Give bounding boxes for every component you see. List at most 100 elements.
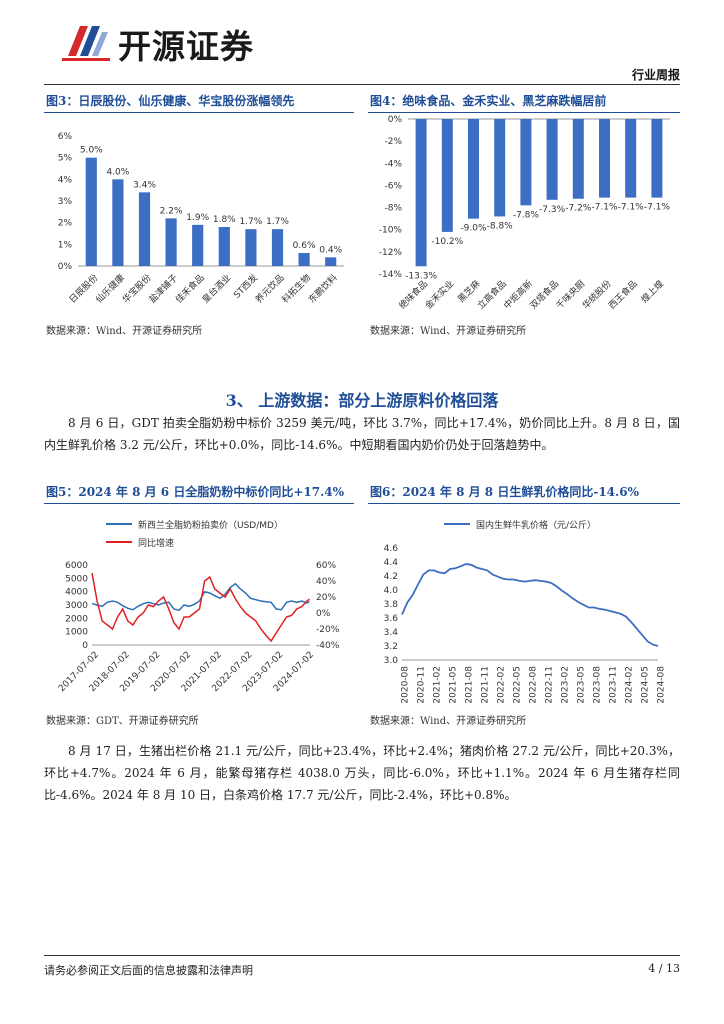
fig3-data-label: 0.6%	[293, 241, 316, 251]
fig3-title-rule	[44, 112, 354, 113]
fig3-bar	[85, 157, 97, 266]
fig6-series-line	[401, 563, 659, 647]
fig3-bar	[245, 229, 257, 266]
fig4-bar	[415, 119, 427, 267]
fig3-bar	[138, 192, 151, 266]
fig5-y-left-tick-label: 4000	[65, 588, 88, 598]
fig6-y-tick-label: 4.4	[384, 558, 399, 568]
fig6-x-tick-label: 2024-02	[625, 666, 635, 704]
fig4-bar	[598, 119, 611, 198]
fig6-x-tick-label: 2023-02	[561, 666, 571, 704]
fig5-chart: 新西兰全脂奶粉拍卖价（USD/MD） 同比增速 0 1000 2000 3000 4000 5…	[57, 519, 340, 694]
fig3-chart: 0%1%2%3%4%5%6%5.0%日辰股份4.0%仙乐健康3.4%华宝股份2.…	[58, 132, 344, 306]
fig5-y-left-tick-label: 1000	[65, 628, 88, 638]
fig3-y-tick-label: 4%	[58, 175, 73, 185]
section-title: 3、 上游数据：部分上游原料价格回落	[225, 391, 499, 410]
fig5-source: 数据来源：GDT、开源证券研究所	[46, 716, 199, 727]
fig4-bar	[546, 119, 558, 200]
fig5-y-right-tick-label: 20%	[316, 593, 336, 603]
paragraph-dairy-text: 8 月 6 日，GDT 拍卖全脂奶粉中标价 3259 美元/吨，环比 3.7%，…	[44, 416, 680, 452]
fig6-y-tick-label: 4.0	[384, 586, 399, 596]
fig6-x-tick-label: 2024-08	[657, 666, 667, 704]
fig5-title: 图5：2024 年 8 月 6 日全脂奶粉中标价同比+17.4%	[46, 485, 345, 499]
fig6-title: 图6：2024 年 8 月 8 日生鲜乳价格同比-14.6%	[370, 485, 639, 499]
fig6-y-tick-label: 3.0	[384, 656, 399, 666]
fig6-chart: 国内生鲜牛乳价格（元/公斤） 3.0 3.2 3.4 3.6 3.8 4.0 4.2 4.4 4.…	[384, 519, 667, 704]
fig3-y-tick-label: 2%	[58, 219, 73, 229]
fig4-x-tick-label: 煌上煌	[638, 278, 666, 306]
fig5-y-left-tick-label: 3000	[65, 601, 88, 611]
fig4-bar	[625, 119, 637, 198]
fig6-x-tick-label: 2022-11	[545, 666, 555, 704]
fig5-y-right-tick-label: -20%	[316, 625, 340, 635]
fig3-x-tick-label: 皇台酒业	[199, 272, 233, 306]
fig6-x-tick-label: 2020-08	[401, 666, 411, 704]
fig5-legend-label: 新西兰全脂奶粉拍卖价（USD/MD）	[138, 519, 283, 531]
fig3-bar	[165, 218, 177, 266]
fig4-y-tick-label: -14%	[379, 270, 403, 280]
fig6-y-tick-label: 4.2	[384, 572, 398, 582]
fig4-title: 图4：绝味食品、金禾实业、黑芝麻跌幅居前	[370, 94, 607, 108]
fig6-x-tick-label: 2022-05	[513, 666, 523, 704]
fig3-data-label: 1.8%	[213, 215, 236, 225]
fig6-x-tick-label: 2021-02	[433, 666, 443, 704]
fig4-data-label: -13.3%	[405, 271, 437, 281]
page-number: 4 / 13	[648, 962, 680, 975]
paragraph-livestock: 8 月 17 日，生猪出栏价格 21.1 元/公斤，同比+23.4%，环比+2.…	[44, 740, 680, 806]
fig6-title-rule	[368, 503, 680, 504]
fig3-data-label: 4.0%	[106, 167, 129, 177]
fig6-x-tick-label: 2023-08	[593, 666, 603, 704]
fig5-y-left-tick-label: 6000	[65, 561, 88, 571]
fig3-y-tick-label: 5%	[58, 154, 73, 164]
fig5-y-right-tick-label: 0%	[316, 609, 331, 619]
fig6-x-tick-label: 2021-08	[465, 666, 475, 704]
footer-rule	[44, 955, 680, 956]
fig4-data-label: -10.2%	[431, 237, 463, 247]
fig4-data-label: -7.1%	[644, 203, 671, 213]
fig3-y-tick-label: 6%	[58, 132, 73, 142]
fig6-legend-label: 国内生鲜牛乳价格（元/公斤）	[476, 519, 596, 531]
fig6-y-tick-label: 3.8	[384, 600, 399, 610]
fig3-y-tick-label: 1%	[58, 240, 73, 250]
fig4-bar	[441, 119, 453, 232]
fig5-y-right-tick-label: -40%	[316, 641, 340, 651]
paragraph-livestock-text: 8 月 17 日，生猪出栏价格 21.1 元/公斤，同比+23.4%，环比+2.…	[44, 744, 680, 802]
fig4-y-tick-label: 0%	[388, 115, 403, 125]
fig6-x-tick-label: 2024-05	[641, 666, 651, 704]
fig3-bar	[325, 257, 337, 266]
fig3-bar	[271, 229, 284, 266]
footer-disclaimer: 请务必参阅正文后面的信息披露和法律声明	[44, 964, 253, 977]
company-logo-icon	[62, 26, 110, 61]
fig4-data-label: -7.2%	[565, 204, 592, 214]
fig4-data-label: -8.8%	[487, 221, 514, 231]
fig6-source: 数据来源：Wind、开源证券研究所	[370, 716, 527, 727]
fig3-y-tick-label: 3%	[58, 197, 73, 207]
fig5-title-rule	[44, 503, 354, 504]
fig3-bar	[192, 224, 204, 266]
fig4-y-tick-label: -12%	[379, 248, 403, 258]
fig6-x-tick-label: 2023-05	[577, 666, 587, 704]
header-rule	[44, 84, 680, 85]
fig4-x-tick-label: 金禾实业	[422, 278, 456, 312]
logo-text: 开源证券	[118, 27, 254, 66]
fig4-y-tick-label: -10%	[379, 226, 403, 236]
fig3-data-label: 2.2%	[160, 206, 183, 216]
fig4-bar	[467, 119, 480, 219]
fig6-y-tick-label: 3.4	[384, 628, 399, 638]
fig5-y-left-tick-label: 0	[82, 641, 88, 651]
fig4-x-tick-label: 西王食品	[606, 278, 640, 312]
paragraph-dairy: 8 月 6 日，GDT 拍卖全脂奶粉中标价 3259 美元/吨，环比 3.7%，…	[44, 412, 680, 456]
fig4-data-label: -7.3%	[539, 205, 566, 215]
fig4-title-rule	[368, 112, 680, 113]
fig4-data-label: -9.0%	[460, 224, 487, 234]
fig4-bar	[494, 119, 506, 217]
fig6-y-tick-label: 4.6	[384, 544, 399, 554]
fig3-data-label: 5.0%	[80, 146, 103, 156]
fig3-x-tick-label: 东鹏饮料	[306, 272, 340, 306]
fig4-y-tick-label: -4%	[384, 159, 402, 169]
fig4-y-tick-label: -6%	[384, 181, 402, 191]
fig4-source: 数据来源：Wind、开源证券研究所	[370, 326, 527, 337]
fig3-bar	[218, 227, 230, 266]
fig3-data-label: 3.4%	[133, 180, 156, 190]
fig4-bar	[572, 119, 584, 199]
